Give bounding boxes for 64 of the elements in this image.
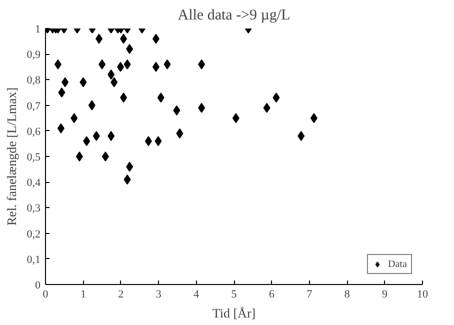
y-tick-label: 0,2 — [26, 228, 40, 240]
point — [154, 136, 162, 146]
point — [124, 174, 131, 185]
y-tick-label: 0,6 — [26, 126, 41, 138]
point — [110, 77, 118, 88]
point — [98, 59, 106, 70]
y-tick-label: 1 — [35, 24, 40, 36]
point — [83, 136, 90, 146]
point — [80, 77, 87, 88]
x-axis-title: Tid [År] — [212, 306, 256, 320]
point — [164, 59, 171, 70]
point — [120, 34, 128, 44]
point — [198, 59, 206, 70]
point — [102, 152, 109, 162]
point — [124, 59, 131, 70]
point — [70, 113, 78, 124]
y-axis-title: Rel. fanelængde [L/Lmax] — [4, 87, 19, 226]
point — [88, 100, 96, 110]
x-tick-label: 3 — [156, 288, 162, 300]
y-tick-label: 0 — [35, 280, 41, 292]
x-tick-label: 2 — [118, 288, 124, 300]
point — [298, 131, 305, 142]
point — [198, 102, 206, 113]
x-tick-label: 0 — [42, 288, 49, 300]
point — [310, 113, 318, 124]
point — [152, 34, 160, 44]
point — [120, 92, 128, 103]
y-tick-label: 0,3 — [26, 202, 41, 215]
x-tick-label: 4 — [194, 288, 200, 300]
point — [108, 70, 115, 80]
point — [126, 44, 134, 54]
point — [157, 92, 164, 103]
point — [263, 102, 270, 113]
x-tick-label: 7 — [306, 288, 313, 300]
chart-title: Alle data ->9 µg/L — [178, 8, 290, 24]
y-tick-label: 0,7 — [26, 100, 41, 112]
x-tick-label: 8 — [344, 288, 350, 300]
point — [96, 34, 103, 44]
point — [144, 136, 152, 146]
legend-label: Data — [388, 258, 408, 270]
point — [152, 62, 160, 72]
y-tick-label: 0,9 — [26, 49, 41, 62]
point — [108, 131, 115, 142]
point — [232, 113, 240, 124]
point — [173, 105, 180, 116]
point — [57, 123, 64, 134]
x-tick-label: 9 — [382, 288, 388, 300]
point — [76, 152, 83, 162]
x-tick-label: 5 — [231, 288, 238, 300]
x-tick-label: 1 — [80, 288, 86, 300]
point — [58, 88, 66, 98]
y-tick-label: 0,5 — [26, 152, 41, 164]
y-tick-label: 0,1 — [26, 254, 40, 266]
point — [176, 128, 184, 138]
point — [62, 77, 69, 88]
point — [117, 62, 124, 72]
point — [92, 131, 100, 142]
x-tick-label: 6 — [268, 288, 275, 300]
x-tick-label: 10 — [417, 288, 428, 300]
y-tick-label: 0,4 — [26, 177, 41, 190]
y-tick-label: 0,8 — [26, 74, 41, 87]
point — [272, 92, 280, 103]
point — [126, 162, 134, 172]
point — [54, 59, 62, 70]
